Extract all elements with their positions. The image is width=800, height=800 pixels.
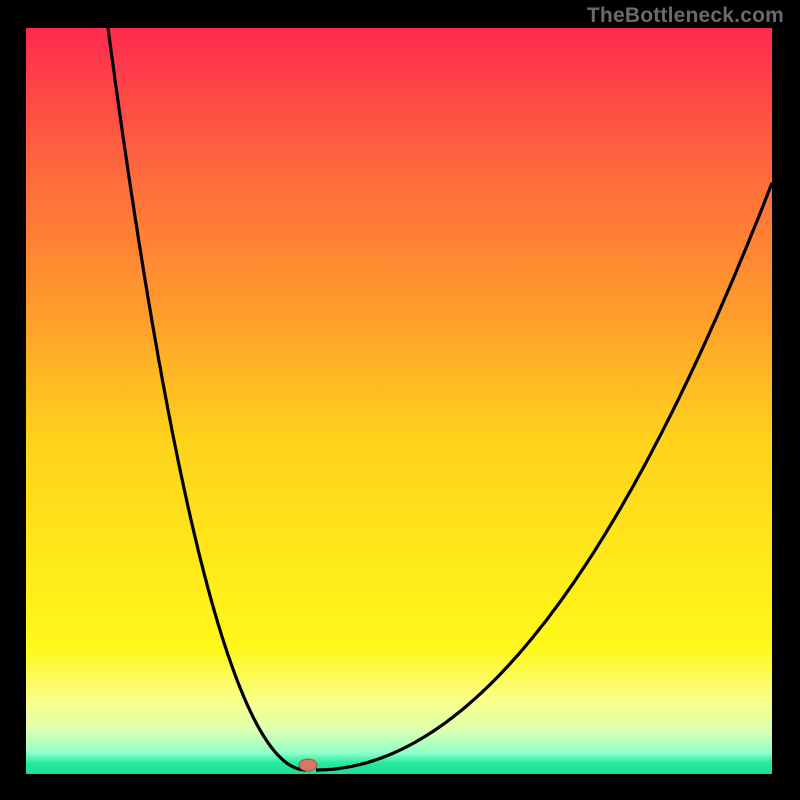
plot-background bbox=[26, 28, 772, 774]
chart-frame: TheBottleneck.com bbox=[0, 0, 800, 800]
optimum-marker bbox=[299, 759, 317, 771]
watermark-text: TheBottleneck.com bbox=[587, 4, 784, 28]
bottleneck-chart bbox=[26, 28, 772, 774]
